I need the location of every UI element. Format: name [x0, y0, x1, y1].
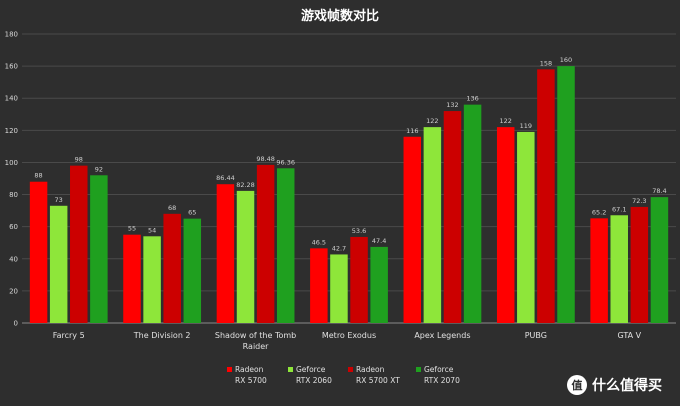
- y-tick-label: 160: [5, 63, 18, 71]
- data-label: 86.44: [216, 174, 235, 182]
- legend-marker: [227, 367, 232, 372]
- data-label: 53.6: [352, 227, 366, 235]
- bar: [216, 184, 235, 323]
- legend-label: RTX 2070: [424, 376, 460, 385]
- category-label: The Division 2: [133, 331, 191, 340]
- legend-label: RX 5700: [235, 376, 267, 385]
- legend-label: RX 5700 XT: [356, 376, 400, 385]
- y-tick-label: 140: [5, 95, 18, 103]
- bar: [517, 131, 535, 323]
- data-label: 47.4: [372, 237, 386, 245]
- category-label: PUBG: [525, 331, 547, 340]
- y-tick-label: 40: [9, 255, 18, 263]
- data-label: 122: [499, 117, 511, 125]
- y-tick-label: 60: [9, 223, 18, 231]
- category-label: Apex Legends: [414, 331, 470, 340]
- y-tick-label: 100: [5, 159, 18, 167]
- data-label: 65: [188, 209, 196, 217]
- bar: [650, 197, 669, 323]
- bar: [29, 181, 48, 323]
- data-label: 68: [168, 204, 176, 212]
- data-label: 98: [75, 156, 83, 164]
- bar: [236, 190, 255, 323]
- bar: [403, 136, 422, 323]
- bar: [90, 175, 108, 323]
- chart-title: 游戏帧数对比: [301, 8, 379, 24]
- data-label: 136: [466, 95, 478, 103]
- bar: [443, 111, 462, 323]
- category-label: Metro Exodus: [322, 331, 376, 340]
- watermark-text: 什么值得买: [592, 377, 662, 394]
- y-tick-label: 80: [9, 191, 18, 199]
- data-label: 92: [95, 165, 103, 173]
- bar: [537, 69, 555, 323]
- data-label: 65.2: [592, 208, 606, 216]
- bar: [423, 127, 442, 323]
- legend-marker: [288, 367, 293, 372]
- data-label: 116: [406, 127, 418, 135]
- data-label: 122: [426, 117, 438, 125]
- bar: [183, 218, 202, 323]
- bar: [496, 127, 515, 323]
- bar: [123, 234, 141, 323]
- y-tick-label: 180: [5, 31, 18, 39]
- data-label: 98.48: [256, 155, 275, 163]
- y-tick-label: 20: [9, 287, 18, 295]
- legend-label: RTX 2060: [296, 376, 332, 385]
- data-label: 73: [55, 196, 63, 204]
- y-tick-label: 0: [14, 320, 18, 328]
- category-label: Farcry 5: [53, 331, 85, 340]
- bar: [557, 66, 575, 323]
- category-label: Raider: [243, 342, 270, 351]
- bar: [49, 205, 68, 323]
- bar: [70, 165, 88, 323]
- bar: [310, 248, 328, 323]
- bar: [143, 236, 161, 323]
- legend-label: Radeon: [356, 365, 385, 374]
- data-label: 54: [148, 226, 156, 234]
- bar: [590, 218, 608, 323]
- bar: [370, 246, 388, 323]
- data-label: 78.4: [652, 187, 666, 195]
- data-label: 158: [540, 59, 552, 67]
- data-label: 42.7: [332, 244, 346, 252]
- legend-label: Geforce: [296, 365, 326, 374]
- data-label: 55: [128, 225, 136, 233]
- category-label: GTA V: [617, 331, 641, 340]
- y-tick-label: 120: [5, 127, 18, 135]
- zhi-logo-icon: [567, 375, 587, 395]
- data-label: 82.28: [236, 181, 255, 189]
- category-label: Shadow of the Tomb: [215, 331, 296, 340]
- bar: [630, 206, 649, 323]
- watermark: 值 什么值得买: [567, 375, 662, 395]
- bar: [350, 236, 368, 323]
- data-label: 96.36: [276, 158, 295, 166]
- bar: [330, 254, 348, 323]
- data-label: 88: [34, 172, 42, 180]
- bar: [610, 215, 628, 323]
- data-label: 46.5: [312, 238, 326, 246]
- data-label: 119: [520, 122, 532, 130]
- data-label: 160: [560, 56, 572, 64]
- legend-label: Radeon: [235, 365, 264, 374]
- data-label: 132: [446, 101, 458, 109]
- data-label: 72.3: [632, 197, 646, 205]
- bar: [256, 164, 275, 323]
- data-label: 67.1: [612, 205, 626, 213]
- legend-label: Geforce: [424, 365, 454, 374]
- zhi-logo-glyph: 值: [572, 378, 583, 392]
- legend-marker: [416, 367, 421, 372]
- bar: [163, 213, 181, 323]
- bar: [463, 104, 482, 324]
- bar: [276, 168, 295, 323]
- legend-marker: [348, 367, 353, 372]
